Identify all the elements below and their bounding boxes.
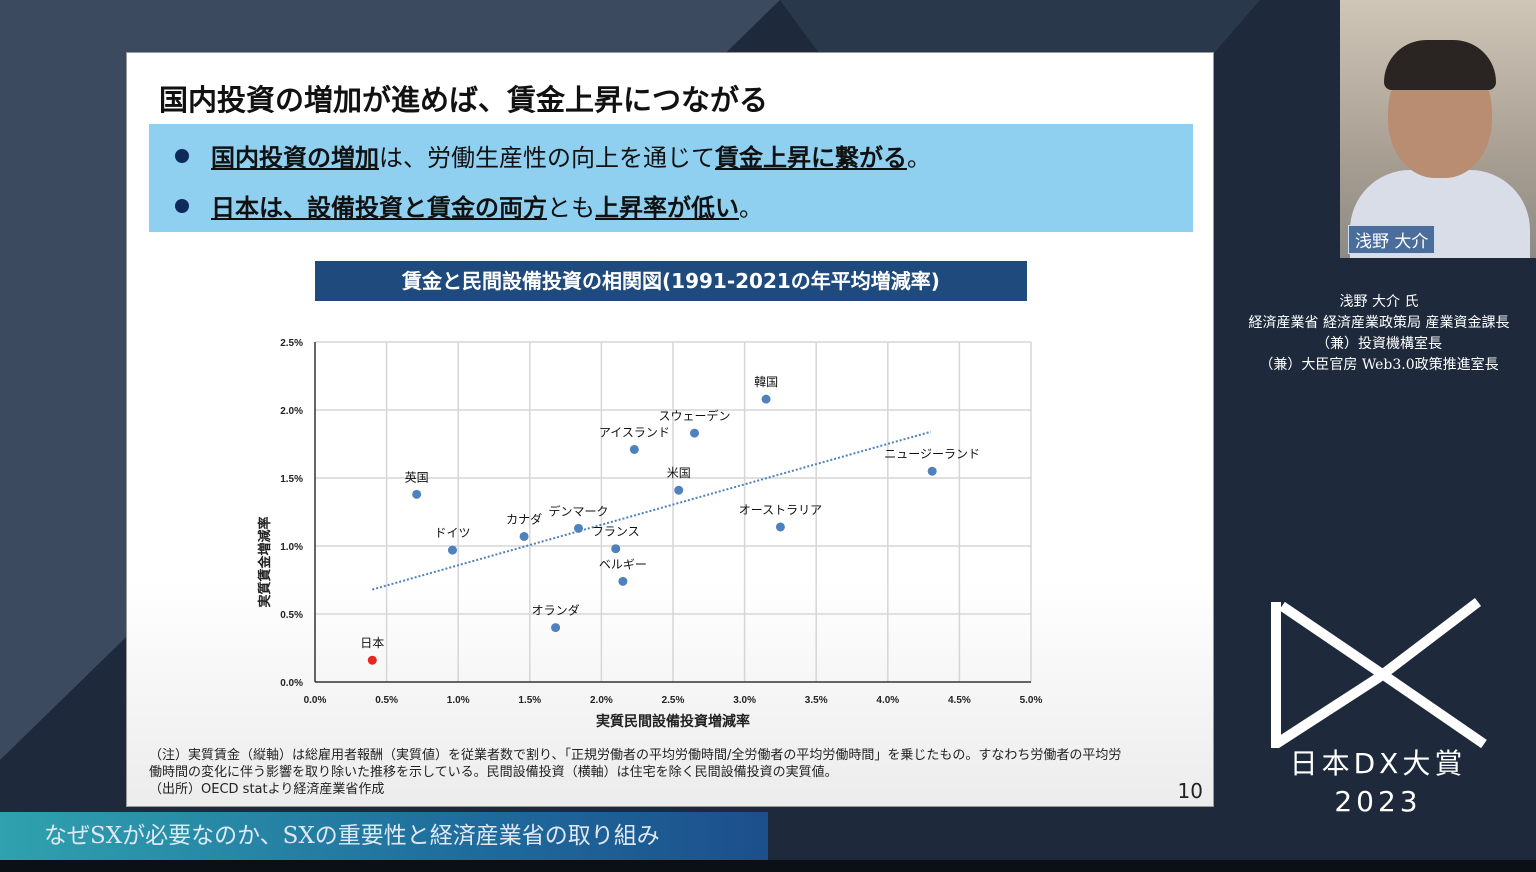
- data-point-japan: [367, 655, 377, 665]
- y-tick-label: 2.0%: [280, 406, 303, 417]
- bullet-dot-icon: [175, 148, 189, 163]
- webcam-name-tag: 浅野 大介: [1348, 225, 1436, 254]
- plain-text: とも: [547, 194, 595, 222]
- session-caption: なぜSXが必要なのか、SXの重要性と経済産業省の取り組み: [0, 812, 768, 860]
- point-label: スウェーデン: [658, 408, 730, 423]
- data-point: [618, 576, 628, 586]
- footnote-line: （注）実質賃金（縦軸）は総雇用者報酬（実質値）を従業者数で割り、「正規労働者の平…: [149, 748, 1122, 763]
- data-point: [447, 545, 457, 555]
- emphasis-text: 日本は、設備投資と賃金の両方: [211, 194, 547, 222]
- y-tick-label: 1.5%: [280, 474, 303, 485]
- speaker-info: 浅野 大介 氏 経済産業省 経済産業政策局 産業資金課長 （兼）投資機構室長 （…: [1228, 292, 1530, 376]
- plain-text: 。: [907, 144, 931, 172]
- chart-title: 賃金と民間設備投資の相関図(1991-2021の年平均増減率): [315, 261, 1027, 301]
- x-tick-label: 2.5%: [662, 695, 685, 706]
- point-label: 日本: [360, 636, 384, 650]
- slide-title: 国内投資の増加が進めば、賃金上昇につながる: [159, 83, 769, 117]
- plain-text: 。: [739, 194, 763, 222]
- x-tick-label: 1.5%: [518, 695, 541, 706]
- x-tick-label: 1.0%: [447, 695, 470, 706]
- data-point: [629, 444, 639, 454]
- bullet-2: 日本は、設備投資と賃金の両方とも上昇率が低い。: [175, 188, 763, 223]
- point-label: アイスランド: [599, 425, 670, 439]
- data-point: [775, 522, 785, 532]
- x-tick-label: 5.0%: [1020, 695, 1043, 706]
- data-point: [761, 394, 771, 404]
- y-tick-label: 0.0%: [280, 678, 303, 689]
- page-number: 10: [1177, 779, 1203, 803]
- bullet-dot-icon: [175, 198, 189, 213]
- point-label: フランス: [592, 525, 640, 539]
- plain-text: は、労働生産性の向上を通じて: [379, 144, 715, 172]
- dx-award-logo-text: 日本DX大賞 2023: [1268, 745, 1488, 821]
- x-tick-label: 3.5%: [805, 695, 828, 706]
- data-point: [689, 428, 699, 438]
- bullet-text: 日本は、設備投資と賃金の両方とも上昇率が低い。: [211, 188, 763, 223]
- y-tick-label: 0.5%: [280, 610, 303, 621]
- footnote-line: 働時間の変化に伴う影響を取り除いた推移を示している。民間設備投資（横軸）は住宅を…: [149, 765, 838, 780]
- data-point: [412, 489, 422, 499]
- logo-line1: 日本DX大賞: [1289, 747, 1467, 780]
- scatter-chart: 0.0% 0.5% 1.0% 1.5% 2.0% 2.5% 3.0% 3.5% 4.0% 4.5%…: [257, 338, 1043, 730]
- x-tick-label: 2.0%: [590, 695, 613, 706]
- key-points-box: 国内投資の増加は、労働生産性の向上を通じて賃金上昇に繋がる。 日本は、設備投資と…: [149, 124, 1193, 232]
- presentation-slide: 国内投資の増加が進めば、賃金上昇につながる 国内投資の増加は、労働生産性の向上を…: [126, 52, 1214, 807]
- footnote: （注）実質賃金（縦軸）は総雇用者報酬（実質値）を従業者数で割り、「正規労働者の平…: [149, 747, 1189, 798]
- speaker-name: 浅野 大介 氏: [1339, 294, 1419, 310]
- bullet-text: 国内投資の増加は、労働生産性の向上を通じて賃金上昇に繋がる。: [211, 138, 931, 173]
- speaker-hair: [1384, 40, 1496, 90]
- data-point: [551, 623, 561, 633]
- x-tick-label: 0.0%: [304, 695, 327, 706]
- data-point: [519, 531, 529, 541]
- y-axis-title: 実質賃金増減率: [257, 516, 273, 607]
- point-label: 英国: [405, 470, 429, 484]
- emphasis-text: 国内投資の増加: [211, 144, 379, 172]
- x-tick-label: 4.0%: [876, 695, 899, 706]
- speaker-title: （兼）大臣官房 Web3.0政策推進室長: [1259, 357, 1499, 373]
- x-tick-label: 3.0%: [733, 695, 756, 706]
- speaker-title: （兼）投資機構室長: [1316, 336, 1442, 352]
- y-tick-label: 1.0%: [280, 542, 303, 553]
- x-tick-label: 0.5%: [375, 695, 398, 706]
- bottom-bar: [0, 860, 1536, 872]
- speaker-title: 経済産業省 経済産業政策局 産業資金課長: [1248, 315, 1510, 331]
- point-label: オーストラリア: [739, 503, 822, 517]
- point-label: ベルギー: [599, 557, 647, 571]
- emphasis-text: 上昇率が低い: [595, 194, 739, 222]
- speaker-webcam: 浅野 大介: [1340, 0, 1536, 258]
- trendline: [372, 430, 932, 591]
- x-axis-title: 実質民間設備投資増減率: [596, 713, 750, 730]
- data-point: [611, 544, 621, 554]
- emphasis-text: 賃金上昇に繋がる: [715, 144, 907, 172]
- point-label: デンマーク: [548, 503, 608, 518]
- point-label: ニュージーランド: [884, 447, 980, 461]
- logo-line2: 2023: [1334, 785, 1422, 818]
- point-label: ドイツ: [434, 526, 470, 540]
- bullet-1: 国内投資の増加は、労働生産性の向上を通じて賃金上昇に繋がる。: [175, 138, 931, 173]
- point-label: 韓国: [754, 375, 778, 389]
- y-tick-label: 2.5%: [280, 338, 303, 349]
- data-point: [674, 485, 684, 495]
- data-point: [927, 466, 937, 476]
- data-point: [573, 523, 583, 533]
- dx-award-logo-icon: [1271, 598, 1487, 748]
- source-line: （出所）OECD statより経済産業省作成: [149, 782, 385, 797]
- point-label: カナダ: [506, 511, 542, 526]
- point-label: オランダ: [532, 603, 580, 618]
- x-tick-label: 4.5%: [948, 695, 971, 706]
- point-label: 米国: [667, 466, 691, 480]
